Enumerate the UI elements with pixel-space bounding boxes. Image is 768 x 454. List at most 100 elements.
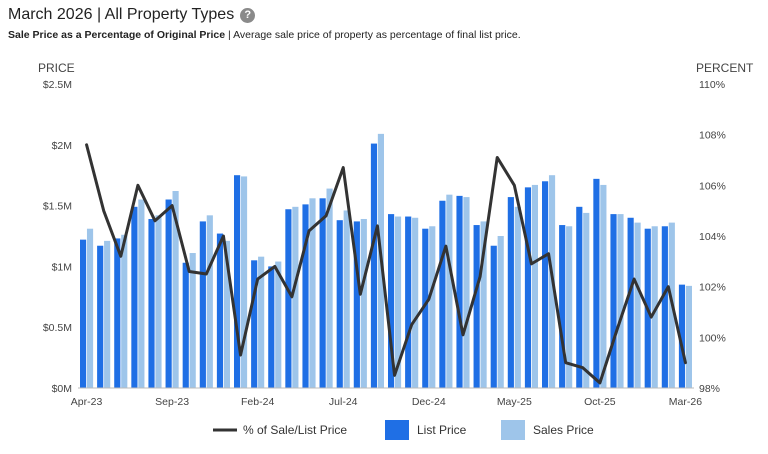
sales-price-bar [480,221,487,388]
sales-price-bar [309,198,316,388]
list-price-bar [593,178,600,388]
x-tick-label: Dec-24 [412,396,446,408]
list-price-bar [627,217,634,388]
left-tick-label: $0.5M [43,322,72,334]
list-price-bar [165,199,172,388]
sales-price-bar [634,222,641,388]
sales-price-bar [121,234,128,388]
chart-title: March 2026 | All Property Types [8,6,235,23]
list-price-bar [559,225,566,388]
list-price-bar [131,206,138,388]
right-tick-label: 102% [699,282,726,294]
legend-list-label: List Price [417,423,467,437]
left-tick-label: $0M [52,383,72,395]
sales-price-bar [206,215,213,388]
list-price-bar [576,206,583,388]
question-circle-icon[interactable]: ? [240,7,256,23]
list-price-bar [388,214,395,388]
list-price-bar [251,260,258,388]
legend-list-swatch [385,420,409,440]
list-price-bar [422,228,429,388]
left-tick-label: $1.5M [43,201,72,213]
sales-price-bar [583,212,590,388]
sales-price-bar [651,226,658,388]
list-price-bar [302,204,309,388]
sales-price-bar [566,226,573,388]
list-price-bar [524,187,532,388]
list-price-bar [678,284,686,388]
list-price-bar [353,221,360,388]
list-price-bar [405,216,412,388]
right-tick-label: 98% [699,383,720,395]
list-price-bar [507,197,514,388]
right-tick-label: 110% [699,79,725,91]
right-tick-label: 100% [699,332,726,344]
list-price-bar [661,226,668,388]
chart-subtitle: Sale Price as a Percentage of Original P… [8,29,521,41]
sales-price-bar [394,216,402,388]
left-tick-label: $2M [52,140,72,152]
x-tick-label: May-25 [497,396,532,408]
subtitle-bold: Sale Price as a Percentage of Original P… [8,29,226,41]
list-price-bar [268,266,275,388]
x-tick-label: Mar-26 [669,396,702,408]
left-tick-label: $2.5M [43,79,72,91]
list-price-bar [319,198,326,388]
list-price-bar [199,221,206,388]
sales-price-bar [497,236,504,388]
list-price-bar [80,239,87,388]
list-price-bar [610,214,617,388]
x-tick-label: Oct-25 [584,396,616,408]
list-price-bar [473,225,480,388]
x-tick-label: Feb-24 [241,396,274,408]
list-price-bar [439,200,446,388]
list-price-bar [336,220,343,388]
sales-price-bar [463,197,470,388]
sales-price-bar [155,215,162,388]
legend-percent-label: % of Sale/List Price [243,423,347,437]
sales-price-bar [514,206,521,388]
x-tick-label: Jul-24 [329,396,358,408]
list-price-bar [216,233,224,388]
sales-price-bar [326,188,333,388]
sales-price-bar [531,184,538,388]
chart-header: March 2026 | All Property Types ? [8,4,256,26]
sales-price-bar [138,199,145,388]
sales-price-bar [223,240,230,388]
sales-price-bar [275,261,282,388]
sales-price-bar [189,253,196,388]
list-price-bar [490,245,497,388]
sales-price-bar [240,176,248,388]
list-price-bar [114,238,121,388]
x-tick-label: Apr-23 [71,396,103,408]
list-price-bar [542,181,549,388]
left-tick-label: $1M [52,261,72,273]
right-tick-label: 108% [699,130,726,142]
sales-price-bar [172,191,179,388]
sales-price-bar [600,184,607,388]
list-price-bar [182,262,189,388]
right-tick-label: 104% [699,231,726,243]
sales-price-bar [343,210,350,388]
subtitle-rest: | Average sale price of property as perc… [225,29,521,41]
legend-sales-label: Sales Price [533,423,594,437]
list-price-bar [456,195,463,388]
sales-price-bar [617,214,624,388]
right-tick-label: 106% [699,180,726,192]
list-price-bar [370,143,378,388]
sales-price-bar [446,194,453,388]
list-price-bar [285,209,292,388]
sales-price-bar [412,217,419,388]
sales-price-bar [360,218,367,388]
sales-price-bar [86,228,94,388]
list-price-bar [234,175,241,388]
sales-price-bar [258,256,265,388]
sales-price-bar [292,206,299,388]
list-price-bar [148,218,155,388]
left-axis-title: PRICE [38,61,75,75]
x-tick-label: Sep-23 [155,396,189,408]
sales-price-bar [104,240,111,388]
percent-sale-list-line [85,143,687,385]
legend-sales-swatch [501,420,525,440]
